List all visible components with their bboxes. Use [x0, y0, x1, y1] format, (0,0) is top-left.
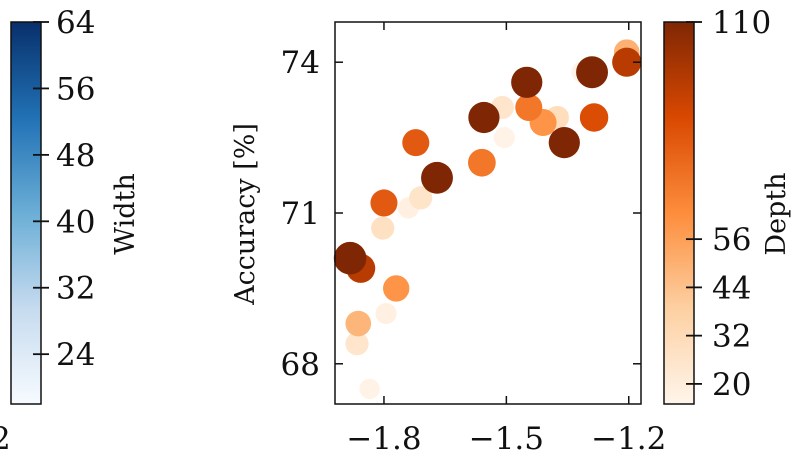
scatter-point: [548, 127, 580, 159]
width-colorbar-gradient: [10, 21, 42, 405]
width-colorbar: 64 56 48 40 32 24 Width 2: [0, 5, 141, 455]
x-axis-ticks: −1.8 −1.5 −1.2: [346, 22, 666, 455]
colorbar-tick-label: 32: [56, 271, 95, 307]
scatter-point: [375, 302, 397, 325]
depth-colorbar-gradient: [663, 21, 695, 405]
scatter-point: [493, 127, 515, 149]
scatter-point: [421, 161, 453, 194]
colorbar-tick-label: 56: [56, 71, 95, 107]
width-colorbar-label: Width: [110, 173, 141, 254]
scatter-point: [383, 275, 410, 302]
scatter-point: [576, 56, 608, 89]
scatter-point: [515, 93, 543, 121]
scatter-points: [333, 39, 642, 400]
y-tick-label: 74: [281, 45, 320, 81]
scatter-point: [511, 66, 543, 98]
scatter-point: [402, 129, 430, 157]
colorbar-tick-label: 40: [56, 204, 95, 240]
colorbar-tick-label: 56: [712, 222, 751, 258]
scatter-point: [371, 216, 395, 240]
colorbar-tick-label: 20: [712, 367, 751, 403]
scatter-point: [468, 101, 500, 134]
width-colorbar-clipped-label: 2: [0, 421, 11, 455]
colorbar-tick-label: 44: [712, 270, 751, 306]
scatter-point: [345, 332, 369, 356]
scatter-point: [579, 103, 609, 132]
colorbar-tick-label: 24: [56, 337, 95, 373]
scatter-point: [612, 47, 642, 77]
colorbar-tick-label: 48: [56, 138, 95, 174]
y-tick-label: 71: [281, 196, 320, 232]
depth-colorbar-ticks: 110 56 44 32 20: [686, 5, 771, 403]
colorbar-tick-label: 64: [56, 5, 95, 41]
colorbar-tick-label: 110: [712, 5, 771, 41]
scatter-point: [409, 186, 433, 210]
y-axis-label: Accuracy [%]: [230, 123, 261, 306]
scatter-point: [468, 148, 496, 177]
scatter-point: [345, 310, 372, 337]
x-tick-label: −1.5: [469, 421, 544, 455]
depth-colorbar-label: Depth: [761, 172, 792, 255]
width-colorbar-ticks: 64 56 48 40 32 24: [33, 5, 95, 373]
y-axis-ticks: 74 71 68: [281, 45, 641, 383]
scatter-point: [370, 189, 398, 217]
x-tick-label: −1.8: [346, 421, 421, 455]
depth-colorbar: 110 56 44 32 20 Depth: [663, 5, 792, 405]
colorbar-tick-label: 32: [712, 319, 751, 355]
scatter-plot: −1.8 −1.5 −1.2 74 71 68 Accuracy [%]: [230, 21, 666, 455]
y-tick-label: 68: [281, 347, 320, 383]
scatter-point: [359, 378, 380, 400]
x-tick-label: −1.2: [591, 421, 666, 455]
scatter-point: [333, 241, 367, 275]
